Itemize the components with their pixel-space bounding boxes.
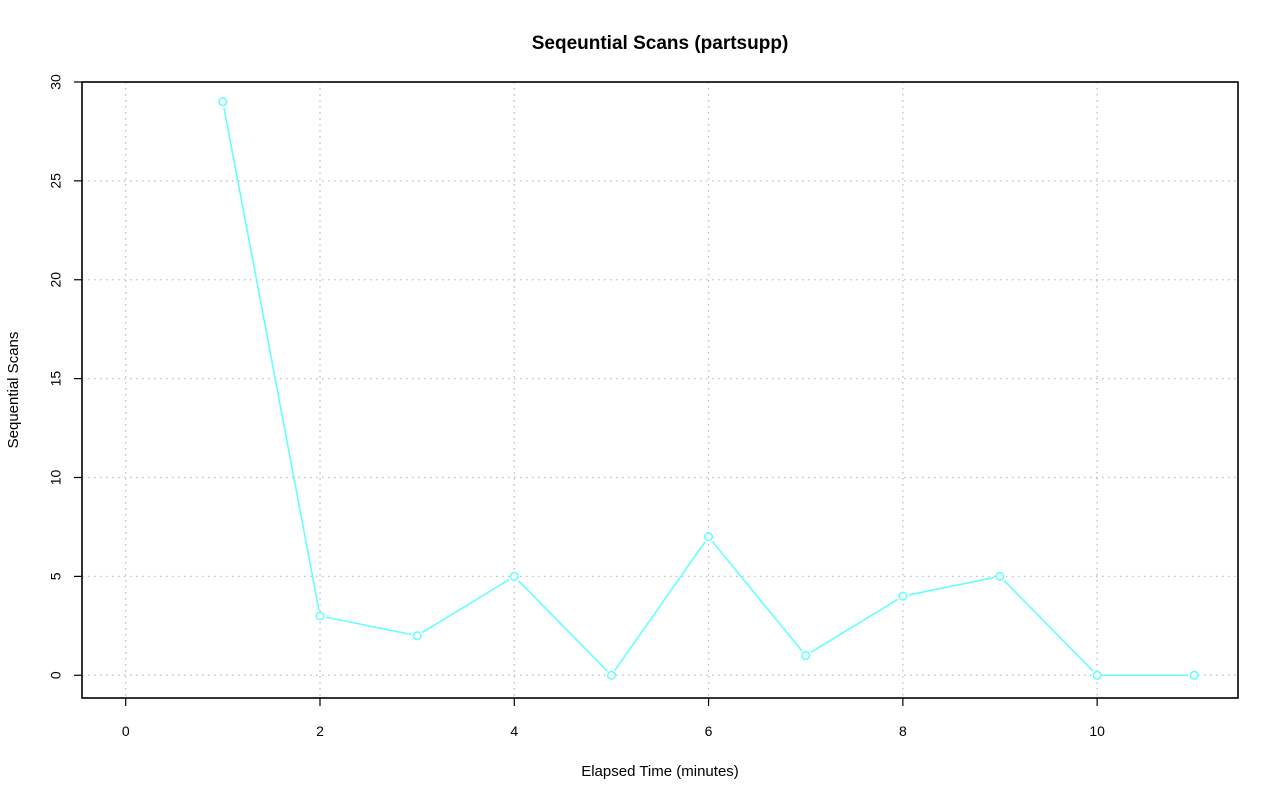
y-tick-label: 15 xyxy=(48,371,64,387)
data-point xyxy=(703,532,714,542)
series-group xyxy=(218,97,1199,680)
y-tick-label: 10 xyxy=(48,470,64,486)
x-tick-label: 8 xyxy=(899,723,907,739)
x-tick-label: 0 xyxy=(122,723,130,739)
series-segment xyxy=(711,540,803,652)
y-tick-label: 20 xyxy=(48,272,64,288)
data-point xyxy=(606,670,617,680)
x-axis-label: Elapsed Time (minutes) xyxy=(581,763,739,780)
y-tick-label: 30 xyxy=(48,74,64,90)
x-tick-label: 10 xyxy=(1089,723,1105,739)
x-tick-label: 2 xyxy=(316,723,324,739)
plot-frame xyxy=(81,81,1239,699)
series-segment xyxy=(517,580,608,672)
data-point xyxy=(801,650,811,661)
series-segment xyxy=(614,541,706,671)
y-tick-label: 5 xyxy=(48,572,64,580)
y-axis: 0 5 10 15 20 25 30 xyxy=(48,74,82,679)
series-segment xyxy=(1003,580,1094,672)
data-point xyxy=(218,97,228,107)
chart-title: Seqeuntial Scans (partsupp) xyxy=(532,33,789,54)
data-point xyxy=(1189,670,1199,680)
data-point xyxy=(1092,670,1102,680)
data-point xyxy=(315,611,325,621)
data-point xyxy=(509,571,519,581)
x-axis: 0 2 4 6 8 10 xyxy=(122,698,1105,739)
y-axis-label: Sequential Scans xyxy=(5,332,22,449)
series-segment xyxy=(223,107,320,611)
x-tick-label: 6 xyxy=(705,723,713,739)
data-point xyxy=(412,631,422,641)
x-tick-label: 4 xyxy=(510,723,518,739)
y-tick-label: 0 xyxy=(48,671,64,679)
data-point xyxy=(898,591,908,601)
series-segment xyxy=(421,578,510,634)
y-tick-label: 25 xyxy=(48,173,64,189)
series-segment xyxy=(908,576,995,596)
data-point xyxy=(995,571,1005,581)
series-segment xyxy=(325,616,412,636)
series-segment xyxy=(810,598,899,654)
